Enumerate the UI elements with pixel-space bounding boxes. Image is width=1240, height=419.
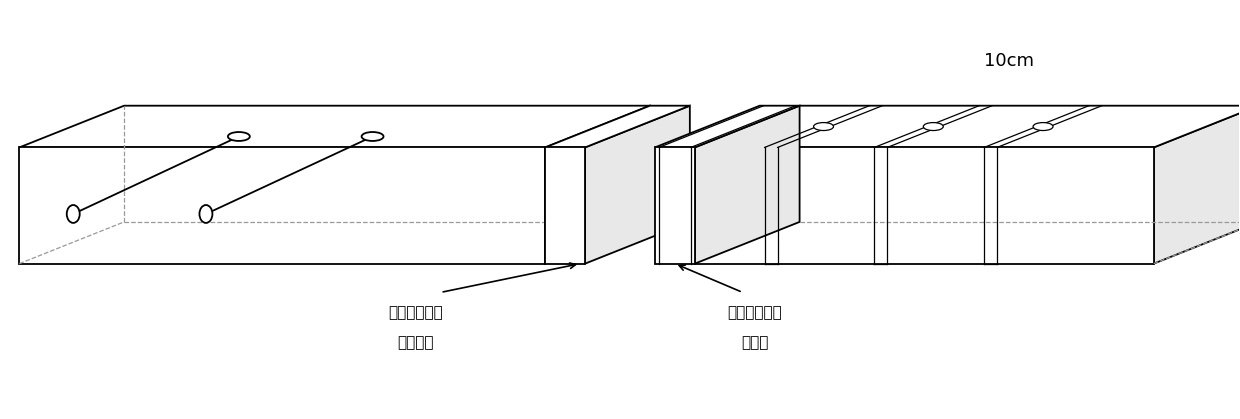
Text: 新临空面: 新临空面 (397, 335, 434, 350)
Polygon shape (20, 147, 546, 264)
Ellipse shape (67, 205, 79, 223)
Polygon shape (694, 106, 800, 264)
Polygon shape (655, 147, 694, 264)
Text: 10cm: 10cm (985, 52, 1034, 70)
Polygon shape (546, 106, 650, 264)
Polygon shape (20, 106, 650, 147)
Polygon shape (694, 147, 1153, 264)
Polygon shape (1153, 106, 1240, 264)
Ellipse shape (813, 123, 833, 131)
Ellipse shape (924, 123, 944, 131)
Ellipse shape (200, 205, 212, 223)
Ellipse shape (1033, 123, 1053, 131)
Polygon shape (546, 106, 689, 147)
Ellipse shape (362, 132, 383, 141)
Ellipse shape (228, 132, 249, 141)
Text: 棱柱体: 棱柱体 (742, 335, 769, 350)
Polygon shape (655, 106, 800, 147)
Text: 爆炸后形成的: 爆炸后形成的 (388, 305, 443, 321)
Polygon shape (694, 106, 1240, 147)
Polygon shape (546, 147, 585, 264)
Polygon shape (585, 106, 689, 264)
Text: 爆炸后形成的: 爆炸后形成的 (728, 305, 782, 321)
